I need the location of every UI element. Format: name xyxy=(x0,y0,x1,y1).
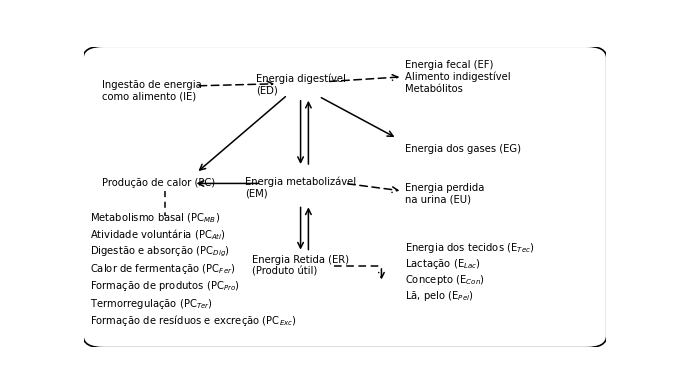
Text: Termorregulação (PC$_{Ter}$): Termorregulação (PC$_{Ter}$) xyxy=(90,296,213,310)
Text: Formação de produtos (PC$_{Pro}$): Formação de produtos (PC$_{Pro}$) xyxy=(90,280,240,293)
Text: Ingestão de energia
como alimento (IE): Ingestão de energia como alimento (IE) xyxy=(102,80,202,101)
Text: Formação de resíduos e excreção (PC$_{Exc}$): Formação de resíduos e excreção (PC$_{Ex… xyxy=(90,313,297,328)
Text: Produção de calor (PC): Produção de calor (PC) xyxy=(102,179,215,188)
Text: Atividade voluntária (PC$_{Ati}$): Atividade voluntária (PC$_{Ati}$) xyxy=(90,228,226,243)
Text: Energia digestível
(ED): Energia digestível (ED) xyxy=(256,73,345,96)
Text: Energia dos gases (EG): Energia dos gases (EG) xyxy=(405,144,521,154)
Text: Digestão e absorção (PC$_{Dig}$): Digestão e absorção (PC$_{Dig}$) xyxy=(90,245,230,259)
Text: Energia dos tecidos (E$_{Tec}$)
Lactação (E$_{Lac}$)
Concepto (E$_{Con}$)
Lã, pe: Energia dos tecidos (E$_{Tec}$) Lactação… xyxy=(405,241,534,303)
Text: Energia fecal (EF)
Alimento indigestível
Metabólitos: Energia fecal (EF) Alimento indigestível… xyxy=(405,60,511,94)
Text: Energia perdida
na urina (EU): Energia perdida na urina (EU) xyxy=(405,183,485,205)
Text: Metabolismo basal (PC$_{MB}$): Metabolismo basal (PC$_{MB}$) xyxy=(90,211,221,225)
Text: Calor de fermentação (PC$_{Fer}$): Calor de fermentação (PC$_{Fer}$) xyxy=(90,262,236,277)
Text: Energia metabolizável
(EM): Energia metabolizável (EM) xyxy=(245,177,356,199)
Text: Energia Retida (ER)
(Produto útil): Energia Retida (ER) (Produto útil) xyxy=(252,255,349,277)
